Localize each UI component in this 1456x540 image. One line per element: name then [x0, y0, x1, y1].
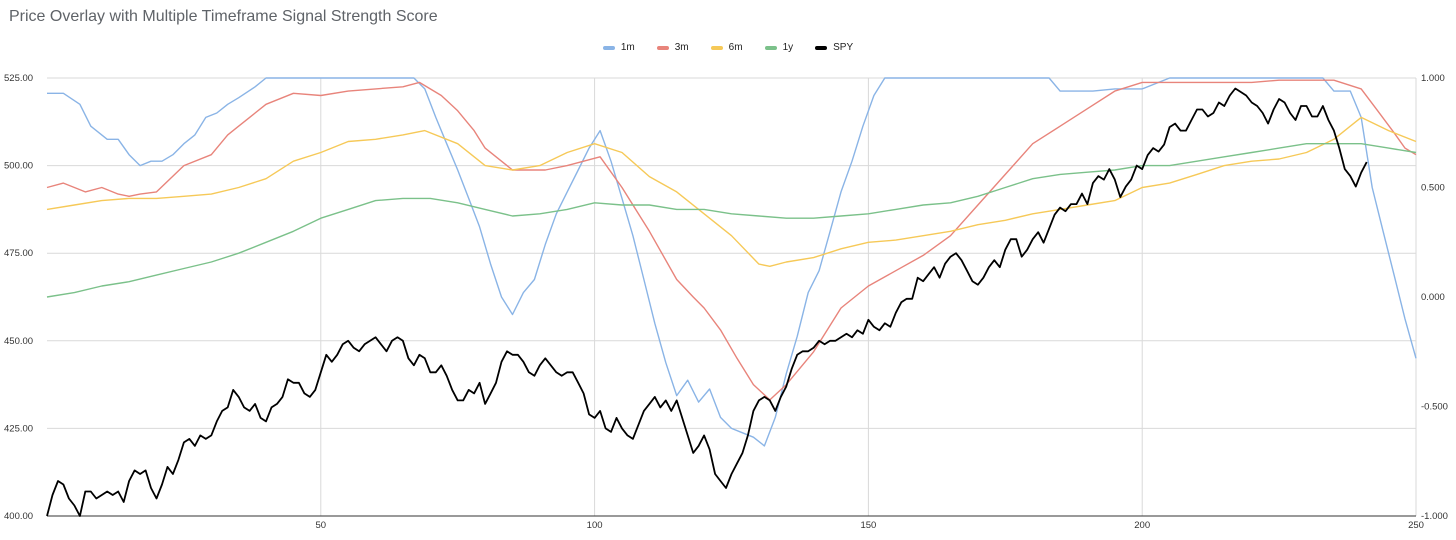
- y-right-tick-label: -0.500: [1421, 402, 1448, 413]
- x-tick-label: 50: [316, 520, 327, 531]
- legend: 1m 3m 6m 1y SPY: [0, 42, 1456, 53]
- y-left-tick-label: 425.00: [4, 423, 33, 434]
- series-line-spy: [46, 87, 1368, 517]
- y-right-tick-label: 1.000: [1421, 73, 1445, 84]
- legend-item-spy: SPY: [815, 42, 853, 53]
- legend-item-3m: 3m: [656, 42, 689, 53]
- legend-label: 1m: [620, 42, 635, 53]
- series-line-1y: [46, 142, 1417, 298]
- legend-label: 6m: [728, 42, 743, 53]
- legend-item-1m: 1m: [602, 42, 635, 53]
- legend-swatch: [656, 45, 669, 50]
- y-left-tick-label: 450.00: [4, 336, 33, 347]
- legend-item-6m: 6m: [710, 42, 743, 53]
- series-line-3m: [46, 79, 1417, 401]
- y-left-tick-label: 525.00: [4, 73, 33, 84]
- legend-swatch: [602, 45, 615, 50]
- legend-label: 1y: [782, 42, 794, 53]
- y-left-tick-label: 500.00: [4, 161, 33, 172]
- legend-item-1y: 1y: [764, 42, 794, 53]
- legend-swatch: [710, 45, 723, 50]
- y-right-tick-label: 0.000: [1421, 292, 1445, 303]
- legend-swatch: [764, 45, 777, 50]
- x-tick-label: 250: [1408, 520, 1424, 531]
- y-right-tick-label: -1.000: [1421, 511, 1448, 522]
- y-left-tick-label: 475.00: [4, 248, 33, 259]
- y-left-tick-label: 400.00: [4, 511, 33, 522]
- x-tick-label: 200: [1134, 520, 1150, 531]
- legend-label: SPY: [833, 42, 854, 53]
- chart-title: Price Overlay with Multiple Timeframe Si…: [9, 8, 438, 25]
- legend-swatch: [815, 45, 828, 50]
- legend-label: 3m: [674, 42, 689, 53]
- y-right-tick-label: 0.500: [1421, 183, 1445, 194]
- series-line-1m: [47, 77, 1417, 447]
- x-tick-label: 150: [860, 520, 876, 531]
- x-tick-label: 100: [587, 520, 603, 531]
- series-line-6m: [46, 116, 1417, 267]
